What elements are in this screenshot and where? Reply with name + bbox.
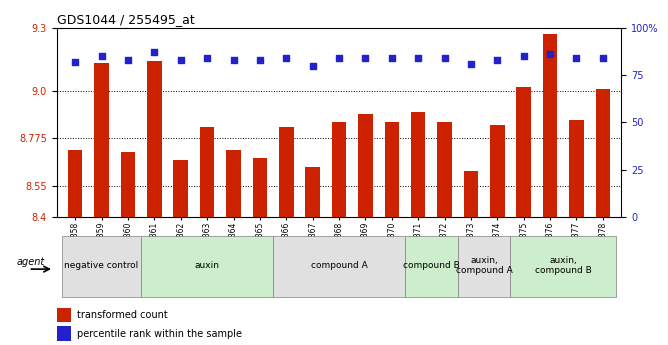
Bar xyxy=(68,150,82,345)
Bar xyxy=(490,125,504,345)
Point xyxy=(70,59,81,65)
Point xyxy=(176,57,186,62)
Point xyxy=(597,55,608,61)
FancyBboxPatch shape xyxy=(405,236,458,297)
Point xyxy=(360,55,371,61)
Text: negative control: negative control xyxy=(65,261,139,270)
Point xyxy=(518,53,529,59)
Point xyxy=(571,55,582,61)
Text: agent: agent xyxy=(17,257,45,267)
Point xyxy=(334,55,345,61)
Bar xyxy=(411,112,426,345)
Bar xyxy=(57,308,71,322)
FancyBboxPatch shape xyxy=(458,236,510,297)
Bar xyxy=(253,158,267,345)
FancyBboxPatch shape xyxy=(141,236,273,297)
Text: percentile rank within the sample: percentile rank within the sample xyxy=(77,329,242,339)
Bar xyxy=(200,127,214,345)
Text: auxin: auxin xyxy=(194,261,220,270)
Bar xyxy=(94,63,109,345)
Point xyxy=(307,63,318,68)
Bar xyxy=(174,160,188,345)
Bar xyxy=(385,122,399,345)
Bar xyxy=(226,150,240,345)
Bar xyxy=(57,326,71,341)
Bar xyxy=(279,127,293,345)
Point xyxy=(413,55,424,61)
Bar xyxy=(147,61,162,345)
Point xyxy=(386,55,397,61)
Point xyxy=(96,53,107,59)
Point xyxy=(492,57,502,62)
Bar xyxy=(516,87,531,345)
Bar xyxy=(305,167,320,345)
Text: compound B: compound B xyxy=(403,261,460,270)
Point xyxy=(202,55,212,61)
Bar xyxy=(358,114,373,345)
Bar xyxy=(332,122,346,345)
Point xyxy=(255,57,265,62)
Bar xyxy=(464,171,478,345)
Text: compound A: compound A xyxy=(311,261,367,270)
Text: auxin,
compound A: auxin, compound A xyxy=(456,256,512,275)
Point xyxy=(228,57,239,62)
Text: GDS1044 / 255495_at: GDS1044 / 255495_at xyxy=(57,13,194,27)
Text: transformed count: transformed count xyxy=(77,310,167,320)
FancyBboxPatch shape xyxy=(62,236,141,297)
Bar xyxy=(121,152,135,345)
Point xyxy=(466,61,476,66)
Point xyxy=(123,57,134,62)
Point xyxy=(281,55,292,61)
Bar xyxy=(438,122,452,345)
FancyBboxPatch shape xyxy=(273,236,405,297)
Bar xyxy=(569,120,584,345)
Text: auxin,
compound B: auxin, compound B xyxy=(535,256,592,275)
Bar xyxy=(543,34,557,345)
FancyBboxPatch shape xyxy=(510,236,616,297)
Bar xyxy=(596,89,610,345)
Point xyxy=(544,51,555,57)
Point xyxy=(149,49,160,55)
Point xyxy=(439,55,450,61)
